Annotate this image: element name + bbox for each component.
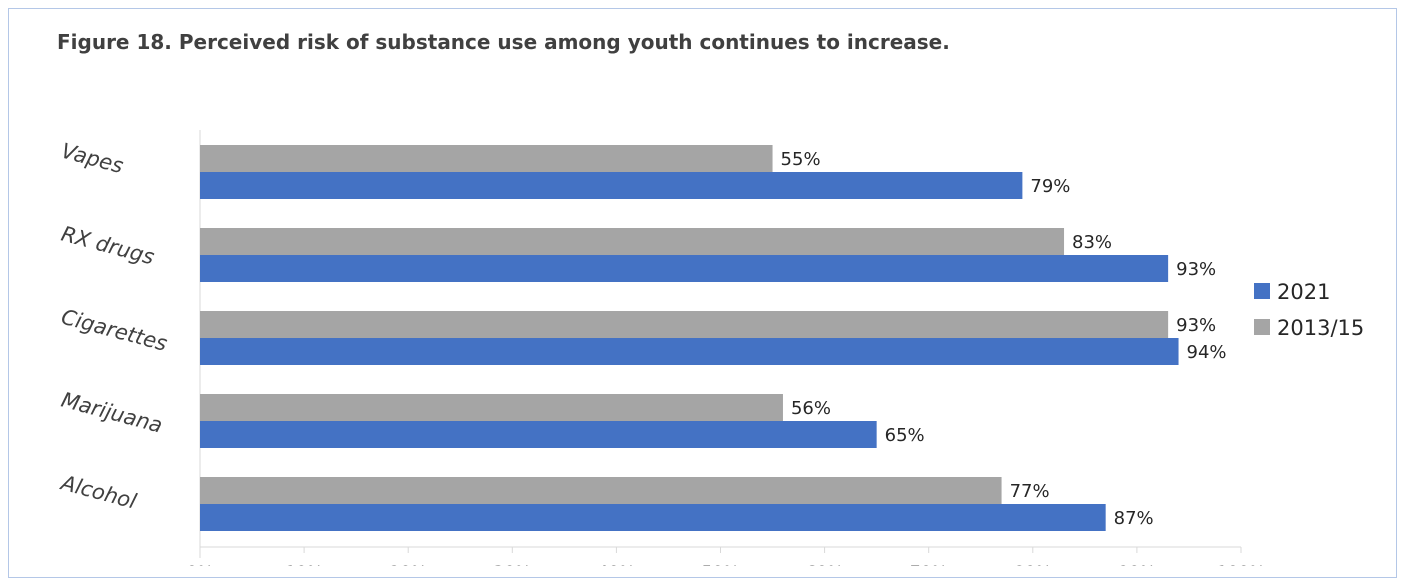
data-label: 83% bbox=[1072, 232, 1112, 253]
category-label-rx-drugs: RX drugs bbox=[59, 222, 157, 270]
x-tick-label-70: 70% bbox=[910, 563, 948, 566]
legend-label-2013-15: 2013/15 bbox=[1277, 316, 1364, 340]
bar-alcohol-2013-15 bbox=[200, 477, 1002, 504]
bar-alcohol-2021 bbox=[200, 504, 1106, 531]
x-tick-label-100: 100% bbox=[1217, 563, 1266, 566]
data-label: 93% bbox=[1176, 315, 1216, 336]
legend-label-2021: 2021 bbox=[1277, 280, 1330, 304]
x-tick-label-30: 30% bbox=[493, 563, 531, 566]
legend-swatch-2013-15 bbox=[1254, 319, 1270, 335]
chart-title: Figure 18. Perceived risk of substance u… bbox=[57, 30, 950, 54]
x-tick-label-80: 80% bbox=[1014, 563, 1052, 566]
data-label: 56% bbox=[791, 398, 831, 419]
x-tick-label-20: 20% bbox=[389, 563, 427, 566]
bar-marijuana-2021 bbox=[200, 421, 877, 448]
x-tick-label-40: 40% bbox=[598, 563, 636, 566]
data-label: 93% bbox=[1176, 259, 1216, 280]
data-label: 79% bbox=[1030, 176, 1070, 197]
data-label: 55% bbox=[781, 149, 821, 170]
x-tick-label-90: 90% bbox=[1118, 563, 1156, 566]
bar-vapes-2021 bbox=[200, 172, 1023, 199]
bar-vapes-2013-15 bbox=[200, 145, 773, 172]
data-label: 65% bbox=[885, 425, 925, 446]
bar-rx-drugs-2021 bbox=[200, 255, 1169, 282]
data-label: 87% bbox=[1114, 508, 1154, 529]
data-label: 77% bbox=[1010, 481, 1050, 502]
category-label-cigarettes: Cigarettes bbox=[59, 305, 170, 356]
x-tick-label-0: 0% bbox=[187, 563, 214, 566]
bar-cigarettes-2021 bbox=[200, 338, 1179, 365]
category-label-vapes: Vapes bbox=[59, 139, 126, 179]
legend-swatch-2021 bbox=[1254, 283, 1270, 299]
x-tick-label-60: 60% bbox=[806, 563, 844, 566]
x-tick-label-50: 50% bbox=[702, 563, 740, 566]
bar-marijuana-2013-15 bbox=[200, 394, 783, 421]
bar-chart: 0% 10% 20% 30% 40% 50% 60% 70% 80% 90% 100% 55% 79% V… bbox=[57, 130, 1364, 566]
category-label-marijuana: Marijuana bbox=[59, 388, 165, 438]
data-label: 94% bbox=[1187, 342, 1227, 363]
bar-rx-drugs-2013-15 bbox=[200, 228, 1065, 255]
category-label-alcohol: Alcohol bbox=[57, 470, 139, 514]
x-tick-label-10: 10% bbox=[285, 563, 323, 566]
bar-cigarettes-2013-15 bbox=[200, 311, 1169, 338]
